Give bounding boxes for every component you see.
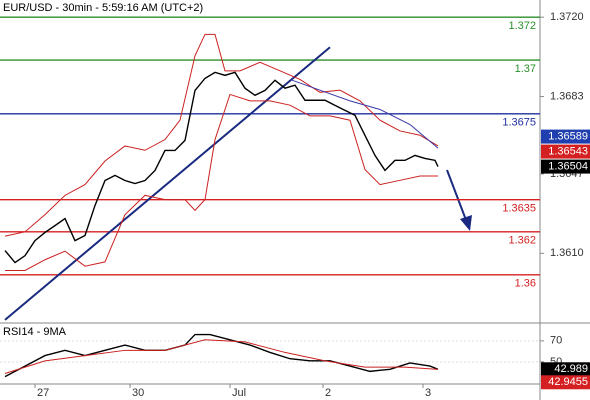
series-line	[4, 71, 439, 264]
last-value-label: 42.989	[554, 363, 588, 375]
title-background	[0, 0, 200, 15]
last-value-label: 1.36504	[548, 160, 588, 172]
series-line	[5, 93, 438, 271]
arrow-shaft	[446, 169, 467, 221]
arrow-head	[460, 215, 472, 231]
level-label: 1.36	[515, 278, 536, 290]
last-value-box	[541, 362, 590, 377]
y-tick-label: 1.3683	[550, 91, 584, 103]
panel-title: RSI14 - 9MA	[3, 326, 67, 338]
x-tick-label: Jul	[232, 387, 246, 399]
title-background	[0, 324, 70, 339]
last-value-box	[541, 159, 590, 174]
x-tick-label: 2	[325, 387, 331, 399]
last-value-box	[541, 375, 590, 390]
y-tick-label: 70	[550, 335, 562, 347]
series-line	[4, 333, 439, 378]
last-value-label: 1.36589	[548, 130, 588, 142]
last-value-label: 1.36543	[548, 145, 588, 157]
level-label: 1.3635	[502, 203, 536, 215]
y-tick-label: 1.3720	[550, 11, 584, 23]
x-tick-label: 27	[37, 387, 49, 399]
series-line	[4, 33, 439, 237]
last-value-box	[541, 129, 590, 144]
last-value-box	[541, 144, 590, 159]
series-line	[289, 78, 439, 149]
level-label: 1.3675	[502, 117, 536, 129]
level-label: 1.372	[508, 20, 536, 32]
x-tick-label: 30	[132, 387, 144, 399]
last-value-label: 42.9455	[548, 376, 588, 388]
x-tick-label: 3	[425, 387, 431, 399]
panel-title: EUR/USD - 30min - 5:59:16 AM (UTC+2)	[3, 2, 203, 14]
y-tick-label: 1.3610	[550, 247, 584, 259]
level-label: 1.37	[515, 63, 536, 75]
level-label: 1.362	[508, 235, 536, 247]
series-line	[4, 339, 439, 374]
trend-line	[4, 46, 331, 321]
